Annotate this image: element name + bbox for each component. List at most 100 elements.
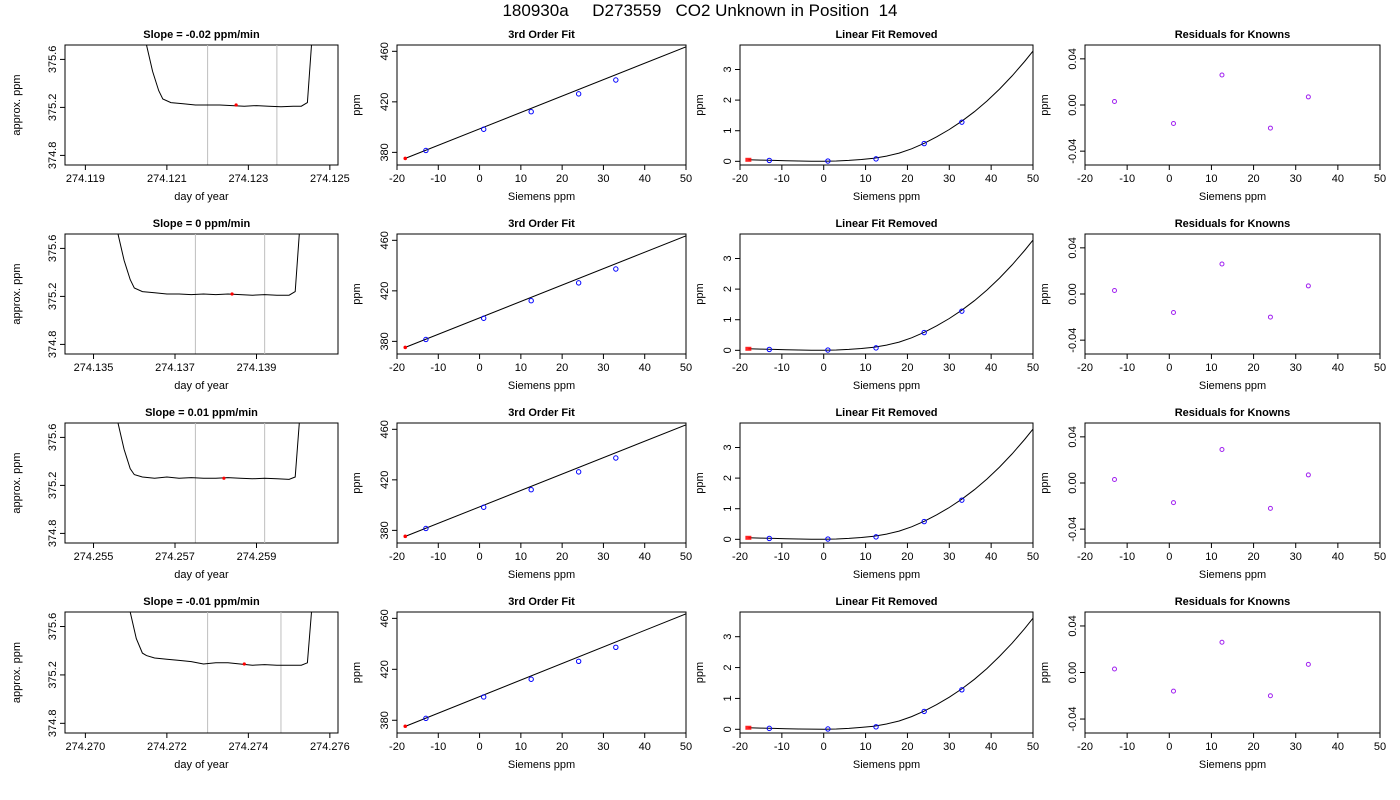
residual-point bbox=[1305, 661, 1311, 667]
known-point bbox=[423, 336, 429, 343]
y-axis-label: ppm bbox=[694, 472, 706, 493]
x-tick-label: 40 bbox=[639, 362, 651, 374]
plot-frame bbox=[1084, 611, 1381, 734]
x-tick-label: -20 bbox=[1077, 173, 1093, 185]
y-axis-label: approx. ppm bbox=[11, 263, 23, 324]
y-axis-label: ppm bbox=[1039, 283, 1051, 304]
x-axis-label: Siemens ppm bbox=[508, 759, 575, 771]
x-tick-label: 50 bbox=[680, 173, 692, 185]
x-tick-label: 40 bbox=[1332, 173, 1344, 185]
known-point bbox=[959, 687, 965, 693]
x-tick-label: -10 bbox=[430, 362, 446, 374]
x-tick-label: 0 bbox=[477, 551, 483, 563]
y-tick-label: 0.04 bbox=[1067, 237, 1079, 258]
y-tick-label: 1 bbox=[722, 695, 734, 701]
x-tick-label: 274.121 bbox=[147, 173, 187, 185]
plot-area bbox=[1112, 261, 1311, 320]
x-tick-label: -10 bbox=[1119, 551, 1135, 563]
fit-curve bbox=[748, 239, 1033, 351]
x-axis-label: day of year bbox=[174, 380, 229, 392]
x-tick-label: 274.270 bbox=[65, 741, 105, 753]
y-tick-label: 2 bbox=[722, 97, 734, 103]
residual-point bbox=[1305, 94, 1311, 100]
residual-point bbox=[1112, 666, 1117, 672]
y-axis-label: approx. ppm bbox=[11, 642, 23, 703]
x-axis-label: Siemens ppm bbox=[1199, 759, 1266, 771]
y-tick-label: 375.2 bbox=[47, 661, 59, 689]
y-tick-label: 0.04 bbox=[1067, 615, 1079, 636]
fit-curve bbox=[748, 50, 1033, 162]
x-axis-label: Siemens ppm bbox=[1199, 191, 1266, 203]
unknown-point bbox=[745, 157, 752, 162]
y-tick-label: 0 bbox=[722, 347, 734, 353]
residual-point bbox=[1171, 309, 1176, 315]
x-tick-label: -10 bbox=[774, 173, 790, 185]
y-tick-label: -0.04 bbox=[1067, 139, 1079, 164]
plot-area bbox=[117, 423, 300, 543]
known-point bbox=[528, 676, 534, 682]
x-axis-label: Siemens ppm bbox=[508, 380, 575, 392]
x-tick-label: 274.272 bbox=[147, 741, 187, 753]
y-axis-label: ppm bbox=[1039, 94, 1051, 115]
y-axis-label: ppm bbox=[351, 662, 363, 683]
x-axis-label: Siemens ppm bbox=[853, 759, 920, 771]
x-tick-label: 50 bbox=[1027, 741, 1039, 753]
x-tick-label: 40 bbox=[985, 173, 997, 185]
known-point bbox=[959, 497, 965, 503]
x-tick-label: -20 bbox=[732, 741, 748, 753]
plot-area bbox=[1112, 72, 1311, 131]
residual-point bbox=[1305, 283, 1311, 289]
panel-title: Linear Fit Removed bbox=[835, 407, 937, 419]
y-axis-label: ppm bbox=[694, 662, 706, 683]
y-tick-label: 380 bbox=[379, 711, 391, 729]
panel-trace-2: Slope = 0 ppm/min 274.135 274.137 274.139 da… bbox=[11, 218, 339, 392]
unknown-point bbox=[222, 476, 226, 480]
y-tick-label: 0 bbox=[722, 536, 734, 542]
x-tick-label: 274.123 bbox=[228, 173, 268, 185]
y-axis-label: ppm bbox=[351, 472, 363, 493]
plot-frame bbox=[396, 611, 687, 734]
x-tick-label: -10 bbox=[774, 741, 790, 753]
panel-title: Residuals for Knowns bbox=[1175, 218, 1291, 230]
x-tick-label: 274.276 bbox=[310, 741, 350, 753]
y-axis-label: ppm bbox=[694, 94, 706, 115]
panel-residuals-3: Residuals for Knowns -20 -10 0 10 20 30 40 50 Sie… bbox=[1039, 407, 1386, 581]
y-tick-label: 2 bbox=[722, 286, 734, 292]
known-point bbox=[423, 715, 429, 722]
known-point bbox=[575, 280, 582, 286]
x-tick-label: 20 bbox=[901, 551, 913, 563]
residual-point bbox=[1219, 447, 1225, 453]
x-tick-label: -20 bbox=[1077, 551, 1093, 563]
unknown-point bbox=[403, 534, 408, 539]
x-tick-label: 10 bbox=[859, 551, 871, 563]
x-tick-label: -20 bbox=[389, 741, 405, 753]
x-tick-label: 0 bbox=[477, 173, 483, 185]
residual-point bbox=[1219, 639, 1225, 645]
y-tick-label: 0.00 bbox=[1067, 94, 1079, 115]
x-tick-label: 0 bbox=[477, 741, 483, 753]
panel-fit-1: 3rd Order Fit -20 -10 0 10 20 30 40 50 Siemens pp… bbox=[351, 29, 692, 203]
y-tick-label: 375.6 bbox=[47, 613, 59, 641]
unknown-point bbox=[745, 535, 752, 540]
panel-title: Residuals for Knowns bbox=[1175, 596, 1291, 608]
y-tick-label: -0.04 bbox=[1067, 706, 1079, 731]
x-tick-label: 50 bbox=[680, 362, 692, 374]
x-tick-label: 40 bbox=[985, 551, 997, 563]
x-tick-label: 40 bbox=[985, 362, 997, 374]
plot-area bbox=[1112, 639, 1311, 699]
x-tick-label: 50 bbox=[680, 551, 692, 563]
residual-point bbox=[1171, 500, 1176, 506]
y-tick-label: 375.2 bbox=[47, 94, 59, 122]
known-point bbox=[921, 329, 927, 336]
x-tick-label: 10 bbox=[1205, 173, 1217, 185]
x-tick-label: -20 bbox=[1077, 741, 1093, 753]
y-tick-label: 2 bbox=[722, 664, 734, 670]
known-point bbox=[613, 266, 619, 272]
x-tick-label: 274.274 bbox=[228, 741, 268, 753]
y-tick-label: 380 bbox=[379, 143, 391, 161]
unknown-point bbox=[230, 292, 234, 296]
trace-line bbox=[117, 234, 300, 296]
y-axis-label: ppm bbox=[1039, 472, 1051, 493]
y-tick-label: 0 bbox=[722, 158, 734, 164]
panel-title: Linear Fit Removed bbox=[835, 218, 937, 230]
